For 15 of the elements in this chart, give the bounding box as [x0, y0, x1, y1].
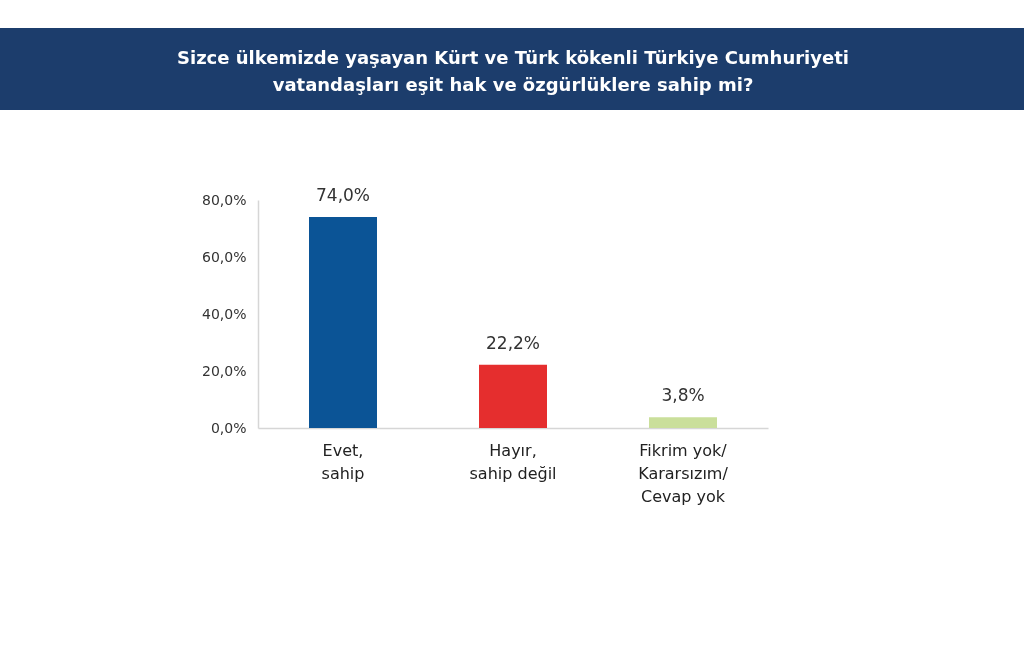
y-tick-label: 40,0%	[202, 305, 247, 322]
x-tick-label: Evet, sahip	[321, 440, 365, 483]
bar	[649, 417, 717, 428]
x-tick-label: Hayır, sahip değil	[469, 440, 557, 483]
y-tick-label: 60,0%	[202, 248, 247, 265]
bar	[309, 217, 377, 428]
y-tick-label: 20,0%	[202, 362, 247, 379]
data-label: 3,8%	[661, 385, 705, 406]
x-tick-label: Fikrim yok/ Kararsızım/ Cevap yok	[638, 440, 729, 506]
data-label: 22,2%	[485, 332, 541, 353]
bar	[479, 364, 547, 428]
chart-title: Sizce ülkemizde yaşayan Kürt ve Türk kökenli Türkiye Cumhuriyeti vatandaşları eşit hak ve özgürlüklere sahip mi?	[177, 47, 849, 95]
y-tick-label: 0,0%	[210, 419, 247, 436]
data-label: 74,0%	[315, 185, 371, 206]
y-tick-label: 80,0%	[202, 191, 247, 208]
